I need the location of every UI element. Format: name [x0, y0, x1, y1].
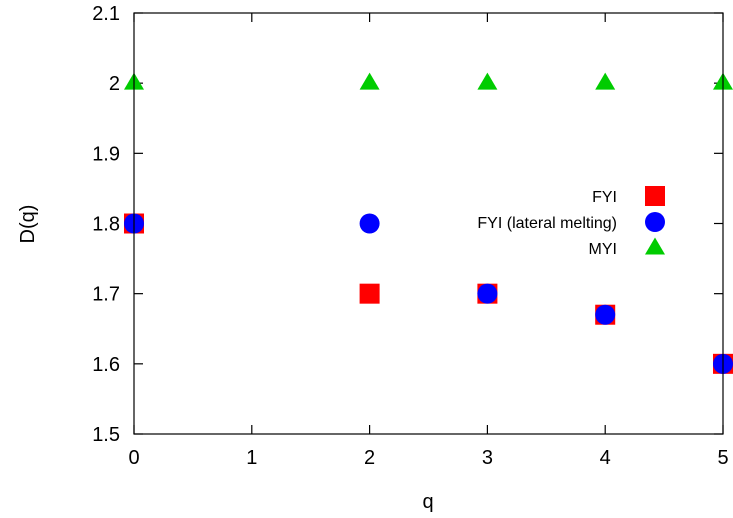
data-point-circle: [595, 304, 616, 325]
legend-label: FYI: [592, 189, 617, 206]
y-axis-label: D(q): [17, 205, 39, 244]
x-tick-label: 3: [482, 447, 493, 469]
legend-label: FYI (lateral melting): [477, 215, 617, 232]
y-axis-ticks: 1.5 1.6 1.7 1.8 1.9 2 2.1: [92, 3, 723, 446]
x-tick-label: 0: [128, 447, 139, 469]
y-tick-label: 1.8: [92, 214, 120, 236]
y-tick-label: 2: [109, 73, 120, 95]
legend-marker-circle: [645, 212, 665, 232]
y-tick-label: 1.6: [92, 354, 120, 376]
x-tick-label: 2: [364, 447, 375, 469]
data-point-circle: [359, 213, 380, 234]
y-tick-label: 1.9: [92, 143, 120, 165]
plot-frame: [133, 12, 724, 435]
data-point-square: [359, 283, 380, 304]
y-tick-label: 1.5: [92, 424, 120, 446]
data-points: [124, 72, 733, 374]
data-point-triangle: [477, 72, 498, 90]
series-2: [124, 72, 733, 90]
data-point-triangle: [595, 72, 616, 90]
x-axis-label: q: [422, 491, 433, 513]
series-1: [124, 213, 733, 374]
x-axis-ticks: 0 1 2 3 4 5: [128, 13, 729, 469]
legend-label: MYI: [589, 241, 617, 258]
series-0: [124, 213, 733, 374]
data-point-triangle: [359, 72, 380, 90]
legend-marker-square: [645, 186, 665, 206]
x-tick-label: 4: [600, 447, 611, 469]
data-point-circle: [477, 283, 498, 304]
legend: FYI FYI (lateral melting) MYI: [477, 186, 665, 258]
legend-marker-triangle: [645, 237, 665, 255]
x-tick-label: 1: [246, 447, 257, 469]
y-tick-label: 1.7: [92, 284, 120, 306]
x-tick-label: 5: [717, 447, 728, 469]
y-tick-label: 2.1: [92, 3, 120, 25]
